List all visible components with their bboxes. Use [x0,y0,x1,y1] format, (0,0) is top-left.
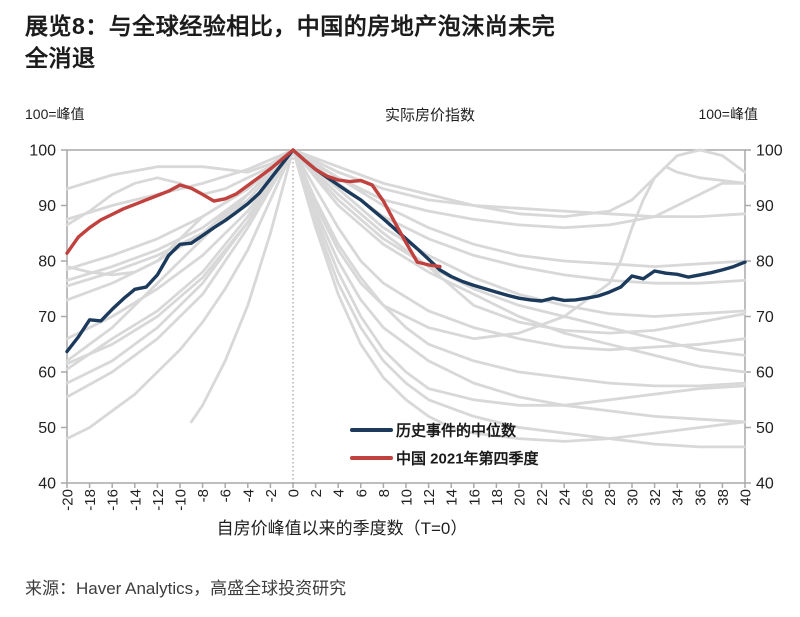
y-axis-label-left: 80 [38,254,56,271]
background-episode-line [189,148,747,443]
x-axis-label: 40 [738,489,755,506]
x-axis-label: 16 [466,489,483,506]
background-episode-line [65,148,747,407]
x-axis-label: 20 [512,489,529,506]
y-axis-label-left: 40 [38,476,56,493]
x-axis-label: 2 [308,489,325,497]
chart-title: 实际房价指数 [384,107,476,124]
x-axis-label: 0 [286,489,303,497]
china-line [65,148,442,269]
x-axis-label: -18 [82,489,99,511]
x-axis-label: 18 [489,489,506,506]
y-axis-label-right: 40 [756,476,774,493]
legend-label-china: 中国 2021年第四季度 [396,450,540,468]
x-axis-label: 36 [692,489,709,506]
background-episode-line [65,148,747,399]
background-episode-line [65,148,747,352]
y-axis-label-left: 100 [29,143,56,160]
background-episode-line [65,148,747,219]
x-axis-label: 38 [715,489,732,506]
x-axis-label: 4 [331,489,348,497]
x-axis-label: -12 [150,489,167,511]
y-axis-label-left: 50 [38,420,56,437]
y-axis-label-left: 70 [38,309,56,326]
median-line [65,148,747,354]
source-note: 来源：Haver Analytics，高盛全球投资研究 [25,579,347,598]
x-axis-label: 26 [579,489,596,506]
y-axis-label-right: 100 [756,143,783,160]
x-axis-label: 6 [353,489,370,497]
y-axis-label-right: 60 [756,365,774,382]
x-axis-label: 24 [557,489,574,506]
x-axis-label: -10 [173,489,190,511]
x-axis-label: 22 [534,489,551,506]
background-episode-line [65,148,747,388]
exhibit-title-line2: 全消退 [25,45,96,71]
x-axis-label: -16 [105,489,122,511]
y-axis-label-right: 80 [756,254,774,271]
y-axis-label-right: 90 [756,198,774,215]
x-axis-label: 8 [376,489,393,497]
background-episode-line [65,148,747,363]
x-axis-title: 自房价峰值以来的季度数（T=0） [217,519,468,538]
x-axis-label: 32 [647,489,664,506]
background-episode-line [65,148,747,441]
x-axis-label: -8 [195,489,212,502]
x-axis-label: 28 [602,489,619,506]
legend-label-median: 历史事件的中位数 [396,422,517,440]
background-episode-line [65,148,747,230]
x-axis-label: 14 [444,489,461,506]
left-axis-unit-label: 100=峰值 [25,106,85,122]
x-axis-label: -2 [263,489,280,502]
x-axis-label: -6 [218,489,235,502]
x-axis-label: -14 [127,489,144,511]
exhibit-title-line1: 展览8：与全球经验相比，中国的房地产泡沫尚未完 [25,13,556,39]
y-axis-label-right: 70 [756,309,774,326]
exhibit-title: 展览8：与全球经验相比，中国的房地产泡沫尚未完 全消退 [25,10,765,74]
x-axis-label: 30 [625,489,642,506]
x-axis-label: -20 [60,489,77,511]
background-episode-line [65,148,747,424]
x-axis-label: 10 [399,489,416,506]
x-axis-label: -4 [240,489,257,502]
x-axis-label: 34 [670,489,687,506]
y-axis-label-left: 60 [38,365,56,382]
background-episode-line [65,148,747,285]
y-axis-label-left: 90 [38,198,56,215]
x-axis-label: 12 [421,489,438,506]
right-axis-unit-label: 100=峰值 [698,106,758,122]
y-axis-label-right: 50 [756,420,774,437]
